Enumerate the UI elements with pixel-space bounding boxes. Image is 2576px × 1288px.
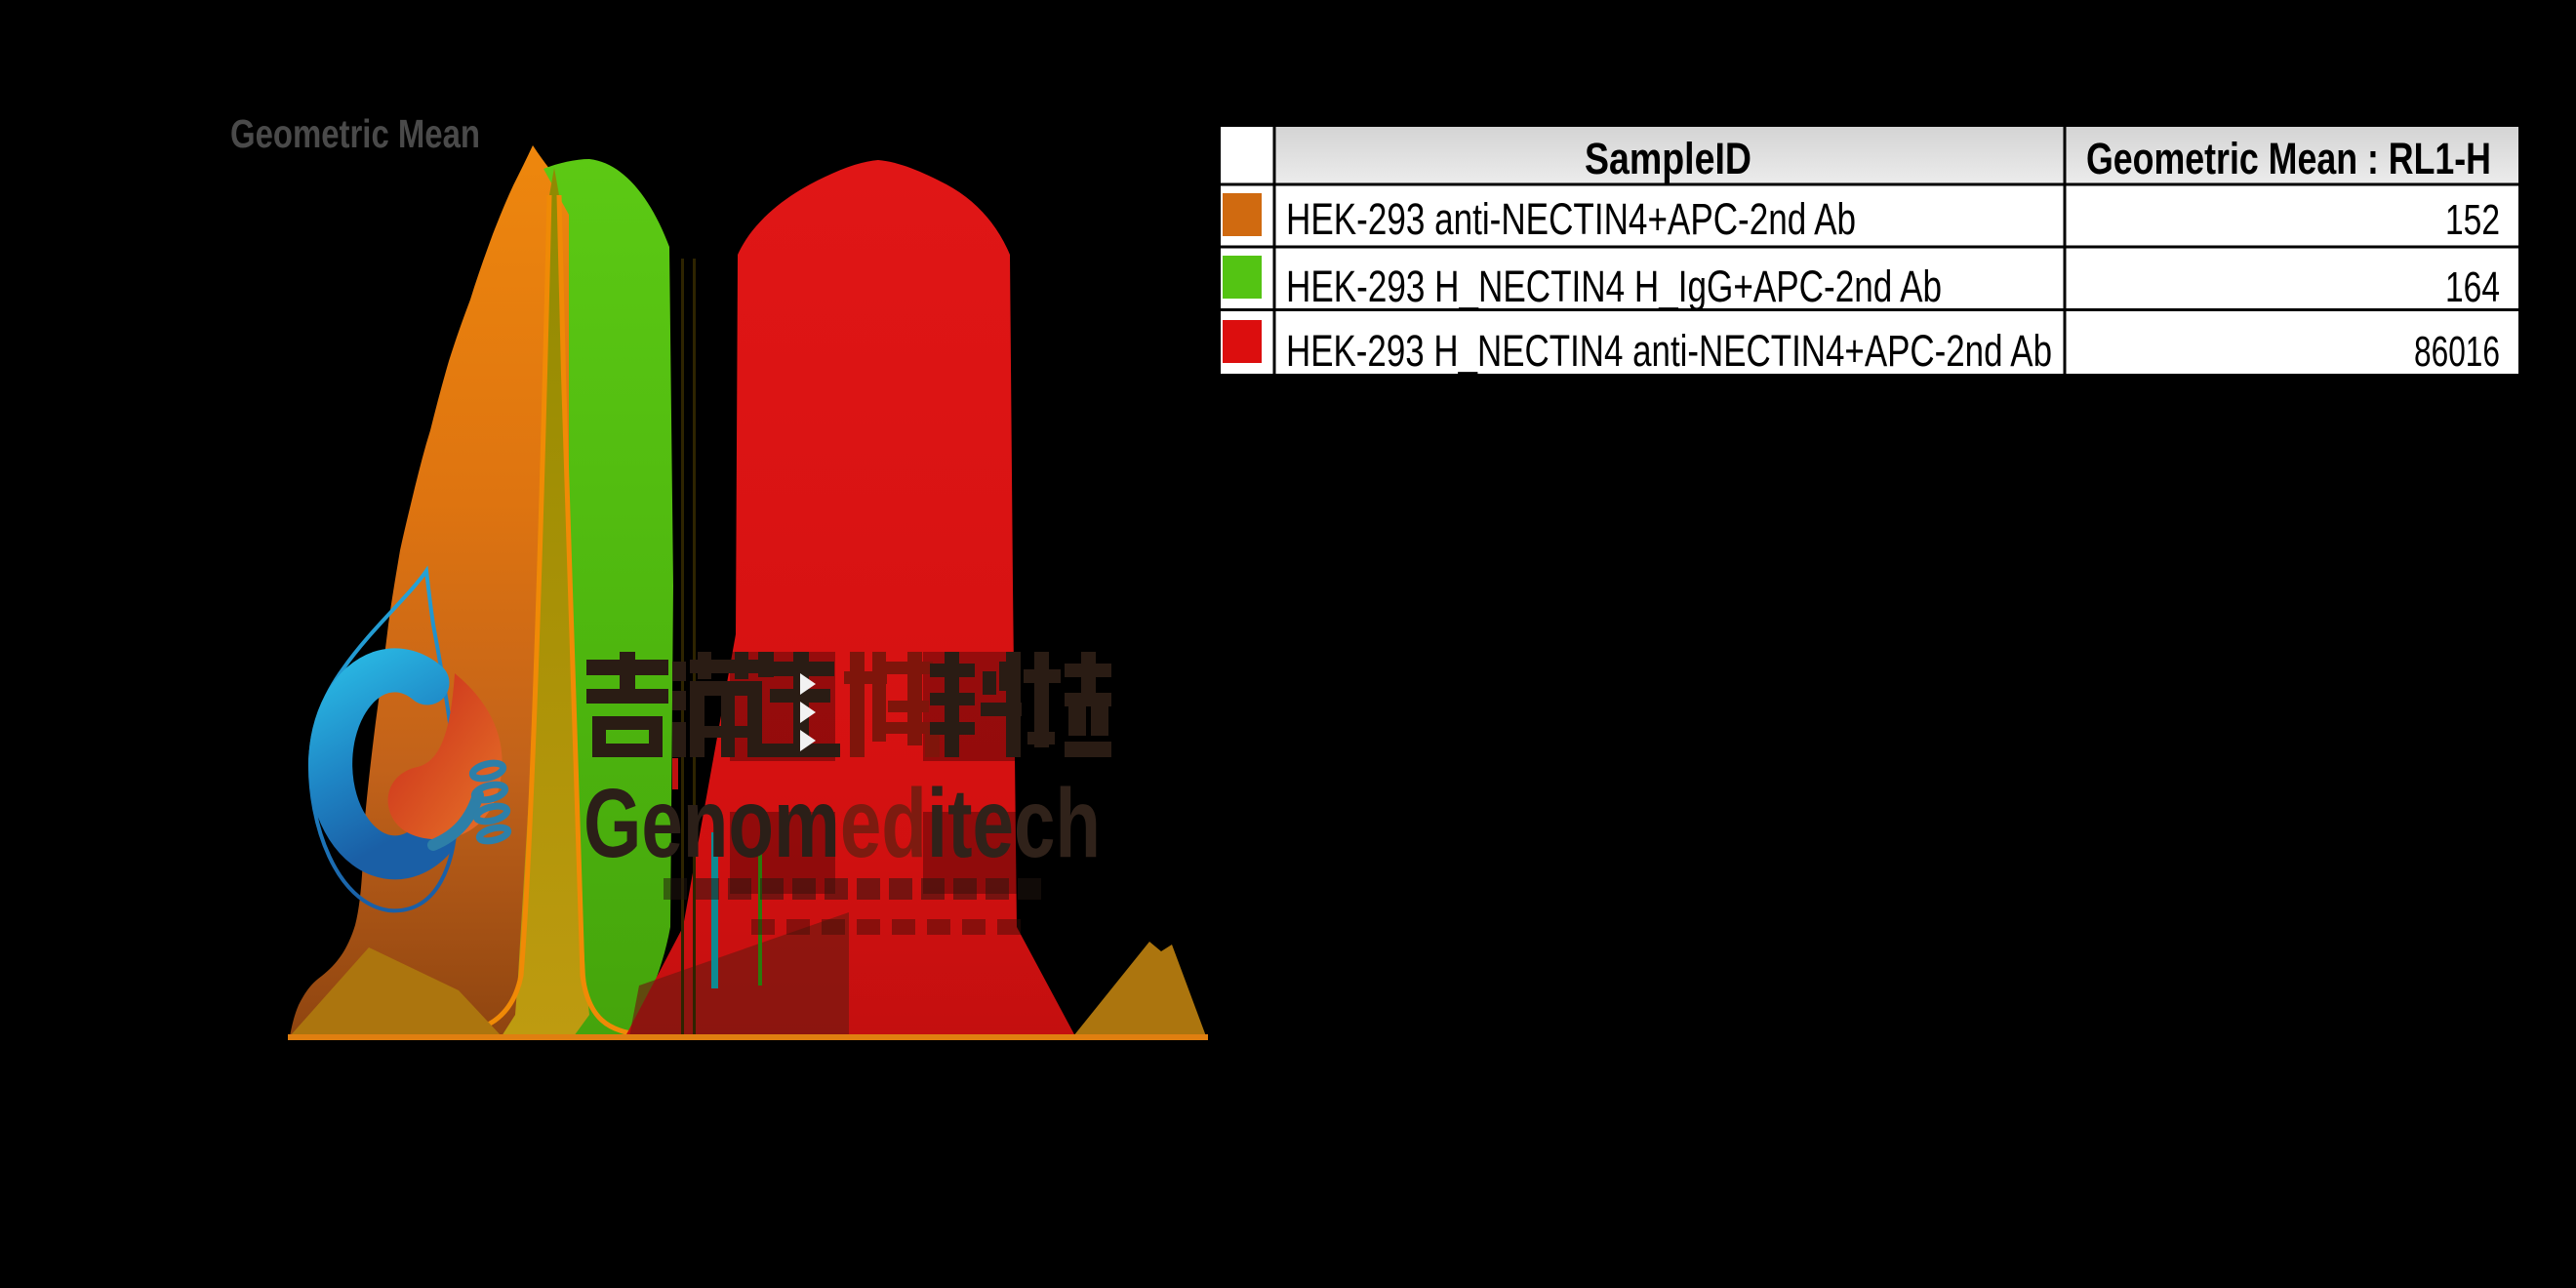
svg-text:Geometric Mean: Geometric Mean <box>230 111 480 156</box>
svg-text:152: 152 <box>2445 196 2500 244</box>
svg-text:HEK-293 H_NECTIN4 H_IgG+APC-2n: HEK-293 H_NECTIN4 H_IgG+APC-2nd Ab <box>1286 262 1942 311</box>
svg-text:164: 164 <box>2445 263 2500 311</box>
svg-text:Geometric Mean : RL1-H: Geometric Mean : RL1-H <box>2086 134 2491 183</box>
svg-text:HEK-293 anti-NECTIN4+APC-2nd A: HEK-293 anti-NECTIN4+APC-2nd Ab <box>1286 194 1856 244</box>
svg-text:Genomeditech: Genomeditech <box>584 769 1101 878</box>
svg-text:86016: 86016 <box>2414 328 2500 376</box>
svg-text:SampleID: SampleID <box>1585 134 1751 183</box>
svg-text:HEK-293 H_NECTIN4 anti-NECTIN4: HEK-293 H_NECTIN4 anti-NECTIN4+APC-2nd A… <box>1286 326 2052 376</box>
